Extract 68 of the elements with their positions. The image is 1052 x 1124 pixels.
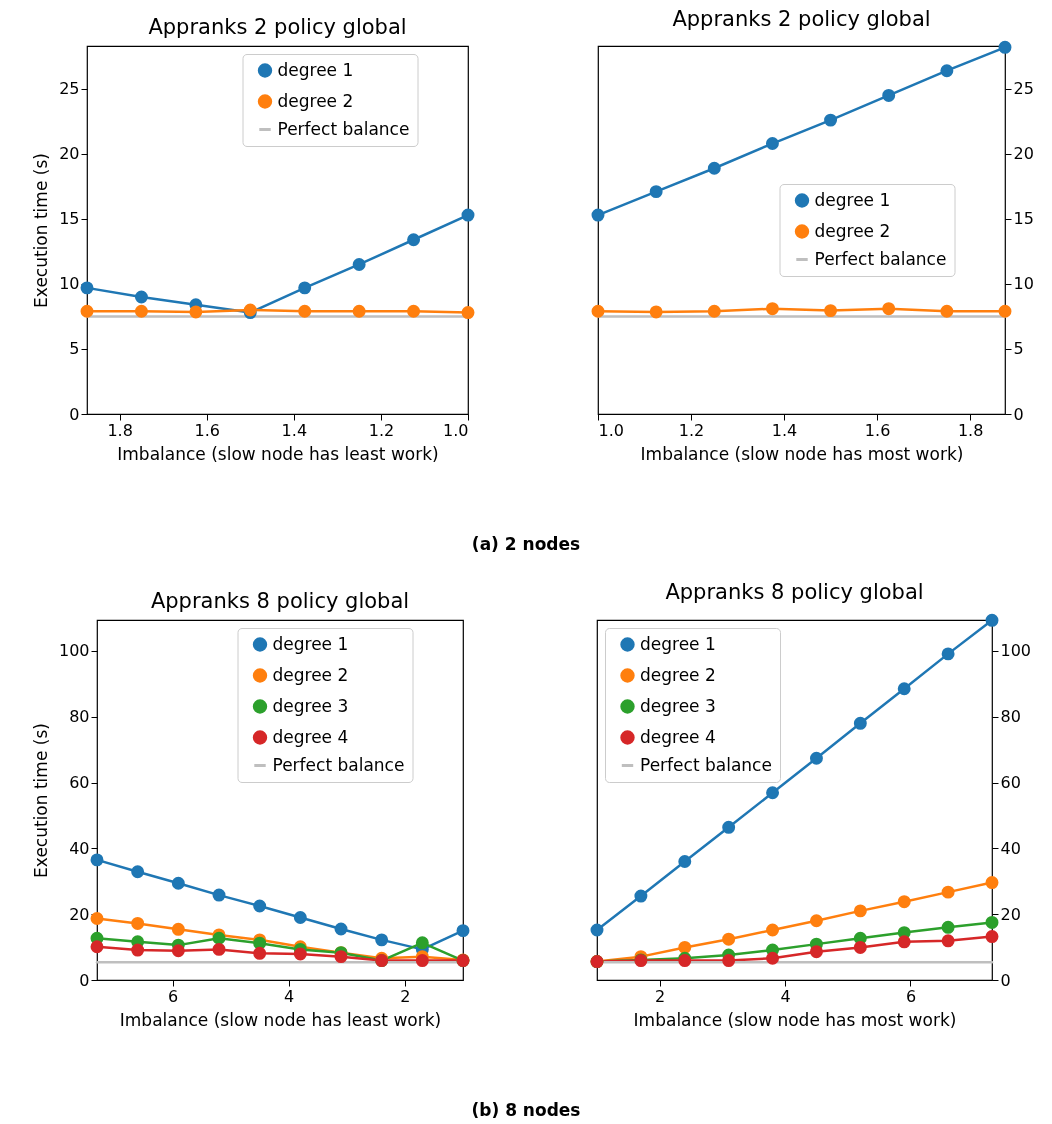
legend-label: degree 2 — [814, 220, 891, 241]
legend-label: degree 3 — [640, 695, 716, 716]
x-axis-title: Imbalance (slow node has most work) — [640, 443, 964, 464]
x-tick-label: 1.8 — [107, 420, 133, 440]
y2-tick-label: 0 — [1000, 970, 1011, 990]
x-tick-label: 1.0 — [598, 420, 624, 440]
legend-label: degree 2 — [640, 664, 716, 685]
y-axis-title: Execution time (s) — [30, 723, 51, 878]
y2-tick-label: 40 — [1000, 838, 1021, 858]
chart-title: Appranks 2 policy global — [672, 6, 931, 31]
y-tick-label: 5 — [69, 339, 80, 359]
y-tick-label: 80 — [69, 707, 90, 727]
y-tick-label: 10 — [59, 274, 80, 294]
y-axis-title: Execution time (s) — [31, 153, 52, 308]
x-axis-title: Imbalance (slow node has most work) — [633, 1009, 957, 1030]
y2-tick-label: 80 — [1000, 707, 1021, 727]
y2-tick-label: 20 — [1000, 904, 1021, 924]
legend-label: degree 1 — [640, 633, 716, 654]
x-tick-label: 1.0 — [443, 420, 469, 440]
chart-title: Appranks 8 policy global — [665, 579, 924, 604]
x-tick-label: 6 — [167, 986, 179, 1006]
y2-tick-label: 10 — [1013, 274, 1034, 294]
y-tick-label: 0 — [79, 970, 90, 990]
y2-tick-label: 25 — [1013, 79, 1034, 99]
chart-title: Appranks 2 policy global — [148, 15, 407, 39]
y-tick-label: 25 — [59, 79, 80, 99]
y2-tick-label: 0 — [1013, 404, 1024, 424]
x-tick-label: 6 — [905, 986, 917, 1006]
x-tick-label: 1.4 — [281, 420, 308, 440]
text: (b) 8 nodes — [470, 1100, 582, 1120]
y-tick-label: 15 — [59, 209, 80, 229]
y2-tick-label: 15 — [1013, 209, 1034, 229]
y2-tick-label: 100 — [1000, 641, 1032, 661]
x-tick-label: 4 — [780, 986, 791, 1006]
x-tick-label: 2 — [400, 986, 411, 1006]
y2-tick-label: 20 — [1013, 144, 1034, 164]
legend-label: degree 1 — [814, 189, 891, 210]
legend-label: Perfect balance — [640, 754, 772, 775]
legend-label: Perfect balance — [277, 118, 410, 139]
legend-label: degree 4 — [640, 726, 716, 747]
x-tick-label: 2 — [655, 986, 666, 1006]
chart-title: Appranks 8 policy global — [150, 589, 410, 613]
text: (a) 2 nodes — [470, 534, 582, 554]
legend-label: Perfect balance — [272, 754, 405, 775]
y-tick-label: 20 — [59, 144, 80, 164]
legend-label: Perfect balance — [814, 248, 947, 269]
legend-label: degree 2 — [277, 90, 354, 111]
x-tick-label: 1.2 — [678, 420, 705, 440]
x-axis-title: Imbalance (slow node has least work) — [117, 443, 439, 464]
y-tick-label: 100 — [58, 641, 90, 661]
x-tick-label: 1.4 — [771, 420, 798, 440]
y2-tick-label: 5 — [1013, 339, 1024, 359]
legend-label: degree 2 — [272, 664, 349, 685]
legend-label: degree 4 — [272, 726, 349, 747]
x-tick-label: 1.6 — [194, 420, 220, 440]
x-tick-label: 1.2 — [368, 420, 395, 440]
y-tick-label: 20 — [69, 904, 90, 924]
x-axis-title: Imbalance (slow node has least work) — [119, 1009, 442, 1030]
x-tick-label: 4 — [284, 986, 295, 1006]
legend-label: degree 3 — [272, 695, 349, 716]
y-tick-label: 60 — [69, 773, 90, 793]
y-tick-label: 40 — [69, 838, 90, 858]
y-tick-label: 0 — [69, 404, 80, 424]
x-tick-label: 1.6 — [864, 420, 891, 440]
y2-tick-label: 60 — [1000, 773, 1021, 793]
legend-label: degree 1 — [277, 59, 354, 80]
legend-label: degree 1 — [272, 633, 349, 654]
x-tick-label: 1.8 — [957, 420, 984, 440]
